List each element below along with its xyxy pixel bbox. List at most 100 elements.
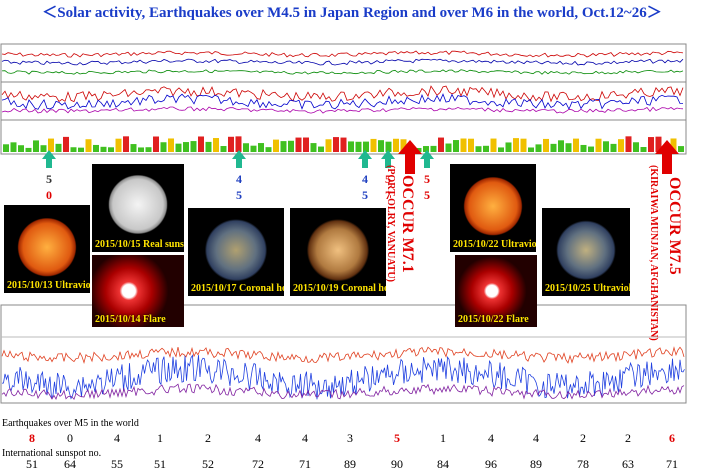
- kp-bar: [288, 140, 294, 152]
- kp-bar: [100, 146, 107, 152]
- kp-bar: [618, 139, 624, 152]
- earthquake-count: 5: [394, 431, 400, 445]
- sunspot-number: 89: [344, 457, 356, 471]
- kp-bar: [565, 143, 572, 152]
- caption: 2015/10/22 Flare: [458, 314, 529, 325]
- kp-bar: [205, 141, 212, 152]
- sunspot-number: 78: [577, 457, 589, 471]
- kp-bar: [580, 144, 587, 152]
- arrow-stem: [46, 159, 52, 168]
- plot-frame: [0, 43, 687, 155]
- title: ＜Solar activity, Earthquakes over M4.5 i…: [42, 5, 662, 21]
- kp-bar: [243, 143, 249, 152]
- kp-bar: [595, 138, 602, 152]
- kp-bar: [520, 138, 527, 152]
- earthquake-count: 4: [488, 431, 494, 445]
- marker: [232, 150, 246, 168]
- kp-bar: [115, 138, 122, 152]
- event-place: (KIRAIWA MUNJAN, AFGHANISTAN): [648, 165, 659, 341]
- kp-bar: [160, 142, 167, 152]
- kp-bar: [393, 138, 399, 152]
- kp-bar: [213, 138, 219, 152]
- kp-bar: [123, 136, 129, 152]
- event-arrow: [398, 140, 422, 174]
- trace: [1, 50, 684, 58]
- image: 2015/10/22 Flare: [455, 255, 537, 327]
- kp-bar: [535, 144, 542, 152]
- marker-bottom: 5: [362, 188, 368, 202]
- caption: 2015/10/14 Flare: [95, 314, 166, 325]
- kp-bar: [363, 141, 369, 152]
- image: 2015/10/14 Flare: [92, 255, 184, 327]
- trace: [1, 93, 684, 111]
- kp-bar: [10, 142, 17, 152]
- kp-bar: [475, 146, 482, 152]
- sunspot-number: 63: [622, 457, 634, 471]
- kp-bar: [3, 144, 9, 152]
- arrow-stem: [424, 159, 430, 168]
- kp-bar: [588, 146, 594, 152]
- arrow-stem: [662, 154, 672, 174]
- plot-lines: [1, 50, 684, 114]
- earthquake-count: 8: [29, 431, 35, 445]
- earthquake-count: 4: [255, 431, 261, 445]
- sunspot-number: 96: [485, 457, 497, 471]
- kp-bar: [18, 145, 24, 152]
- earthquake-count: 2: [205, 431, 211, 445]
- marker-top: 5: [424, 172, 430, 186]
- kp-bar: [430, 145, 437, 152]
- kp-bar: [70, 147, 77, 152]
- kp-bar: [280, 141, 287, 152]
- trace: [1, 69, 684, 75]
- kp-bar: [250, 145, 257, 152]
- kp-bar: [348, 141, 354, 152]
- earthquake-count: 0: [67, 431, 73, 445]
- kp-bar: [85, 139, 92, 152]
- kp-bar: [633, 142, 639, 152]
- plot-lines: [1, 346, 685, 401]
- kp-bar: [55, 143, 62, 152]
- earthquake-count: 4: [114, 431, 120, 445]
- kp-bar: [438, 137, 444, 152]
- kp-bar: [130, 144, 137, 152]
- image: 2015/10/19 Coronal hole: [290, 208, 386, 296]
- arrow-head: [42, 150, 56, 159]
- sunspot-number: 84: [437, 457, 449, 471]
- kp-bar: [138, 147, 144, 152]
- sunspot-number: 55: [111, 457, 123, 471]
- kp-bar: [558, 140, 564, 152]
- kp-bar: [295, 137, 302, 152]
- arrow-stem: [385, 159, 391, 168]
- arrow-stem: [362, 159, 368, 168]
- marker-top: 4: [236, 172, 242, 186]
- sunspot-number: 89: [530, 457, 542, 471]
- earthquake-count: 1: [440, 431, 446, 445]
- earthquake-label: Earthquakes over M5 in the world: [2, 418, 139, 429]
- kp-bar: [190, 141, 197, 152]
- kp-bar: [550, 143, 557, 152]
- arrow-stem: [236, 159, 242, 168]
- caption: 2015/10/15 Real sunspot: [95, 239, 184, 250]
- kp-bar: [183, 142, 189, 152]
- sunspot-number: 51: [154, 457, 166, 471]
- kp-bar: [25, 147, 32, 152]
- earthquake-count: 6: [669, 431, 675, 445]
- kp-bar: [228, 136, 234, 152]
- event-place: (PORT-OLRY, VANUATU): [385, 165, 396, 282]
- kp-bar: [543, 138, 549, 152]
- image: 2015/10/15 Real sunspot: [92, 164, 184, 252]
- caption: 2015/10/19 Coronal hole: [293, 283, 386, 294]
- caption: 2015/10/25 Ultraviolet: [545, 283, 630, 294]
- sunspot-number: 90: [391, 457, 403, 471]
- arrow-head: [398, 140, 422, 154]
- kp-bar: [235, 136, 242, 152]
- kp-bar: [340, 137, 347, 152]
- kp-bar: [498, 147, 504, 152]
- sunspot-number: 72: [252, 457, 264, 471]
- kp-bar: [145, 147, 152, 152]
- kp-bar: [198, 136, 204, 152]
- caption: 2015/10/17 Coronal hole: [191, 283, 284, 294]
- kp-bar: [355, 141, 362, 152]
- kp-bar: [378, 140, 384, 152]
- sunspot-number: 64: [64, 457, 76, 471]
